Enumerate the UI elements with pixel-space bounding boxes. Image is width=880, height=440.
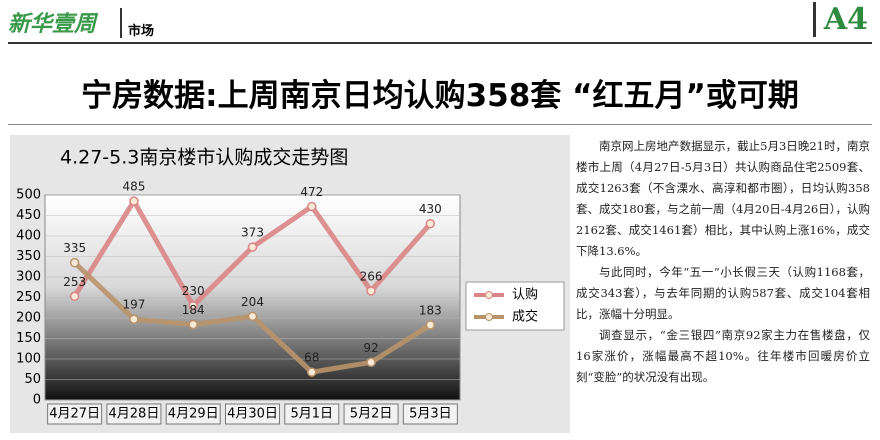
y-tick-label: 400 xyxy=(16,229,41,244)
point xyxy=(129,196,139,206)
point xyxy=(425,320,436,330)
headline: 宁房数据:上周南京日均认购358套 “红五月”或可期 xyxy=(81,78,799,114)
data-label: 92 xyxy=(363,341,378,355)
y-tick-label: 50 xyxy=(24,372,41,387)
x-tick-box xyxy=(225,403,280,425)
point xyxy=(247,242,258,252)
paragraph: 南京网上房地产数据显示，截止5月3日晚21时，南京楼市上周（4月27日-5月3日… xyxy=(576,139,870,258)
x-tick-box xyxy=(343,403,399,425)
rule xyxy=(8,42,872,44)
page-number: A4 xyxy=(812,2,868,37)
data-label: 230 xyxy=(182,284,205,298)
point xyxy=(69,257,80,268)
point xyxy=(129,314,139,324)
y-tick-label: 250 xyxy=(16,290,41,305)
data-label: 183 xyxy=(419,303,442,317)
data-label: 253 xyxy=(63,275,86,289)
data-label: 472 xyxy=(300,185,323,199)
x-tick-box xyxy=(47,403,103,425)
section-label: 市场 xyxy=(128,24,155,39)
x-tick-label: 4月29日 xyxy=(168,407,219,422)
y-tick-label: 300 xyxy=(16,270,41,285)
x-tick-box xyxy=(402,403,458,425)
point xyxy=(307,201,317,212)
rule xyxy=(8,124,872,125)
point xyxy=(188,319,198,330)
y-tick-label: 100 xyxy=(16,352,41,367)
x-tick-box xyxy=(106,403,162,425)
paragraph: 调查显示，“金三银四”南京92家主力在售楼盘，仅16家涨价，涨幅最高不超10%。… xyxy=(576,328,870,384)
data-label: 430 xyxy=(419,202,442,216)
x-tick-box xyxy=(165,403,221,425)
data-label: 335 xyxy=(63,241,86,255)
chart: 4.27-5.3南京楼市认购成交走势图 0 50 100 150 200 250 300 35… xyxy=(10,135,570,433)
point xyxy=(69,291,80,302)
point xyxy=(247,311,258,322)
data-label: 266 xyxy=(360,269,383,283)
divider xyxy=(120,8,122,38)
point xyxy=(188,300,198,311)
paragraph: 与此同时，今年“五一”小长假三天（认购1168套，成交343套），与去年同期的认… xyxy=(576,265,870,321)
x-tick-label: 4月30日 xyxy=(227,407,278,422)
data-label: 184 xyxy=(182,303,205,317)
data-label: 485 xyxy=(122,180,145,194)
point xyxy=(366,357,376,368)
data-label: 373 xyxy=(241,226,264,240)
legend-marker xyxy=(485,291,493,299)
y-tick-label: 350 xyxy=(16,249,41,264)
data-label: 204 xyxy=(241,295,264,309)
legend-label: 成交 xyxy=(512,309,538,325)
logo: 新华壹周 xyxy=(8,12,97,37)
legend-label: 认购 xyxy=(512,287,538,303)
x-tick-label: 4月27日 xyxy=(49,407,100,422)
y-tick-label: 0 xyxy=(33,393,41,408)
legend-box xyxy=(465,281,565,331)
point xyxy=(366,286,376,296)
x-tick-label: 4月28日 xyxy=(109,407,160,422)
x-tick-label: 5月3日 xyxy=(409,407,452,422)
x-tick-label: 5月2日 xyxy=(350,407,393,422)
y-tick-label: 200 xyxy=(16,311,41,326)
y-tick-label: 150 xyxy=(16,331,41,346)
data-label: 197 xyxy=(122,298,145,312)
point xyxy=(425,218,436,229)
legend-marker xyxy=(485,313,493,321)
point xyxy=(307,367,317,377)
x-tick-label: 5月1日 xyxy=(291,407,334,422)
data-label: 68 xyxy=(304,351,319,365)
y-tick-label: 450 xyxy=(16,208,41,223)
article: 南京网上房地产数据显示，截止5月3日晚21时，南京楼市上周（4月27日-5月3日… xyxy=(576,136,870,388)
x-tick-box xyxy=(284,403,340,425)
y-tick-label: 500 xyxy=(16,188,41,203)
chart-title: 4.27-5.3南京楼市认购成交走势图 xyxy=(60,147,348,169)
